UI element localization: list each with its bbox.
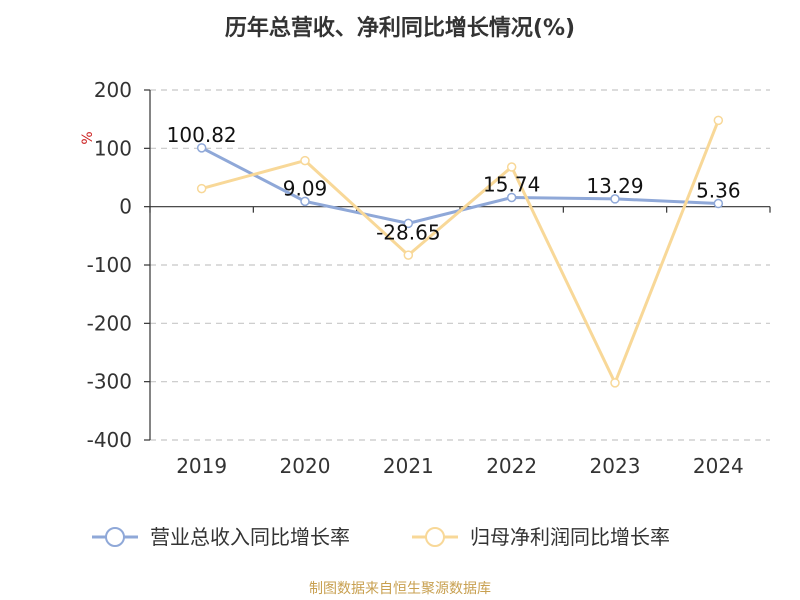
- source-note: 制图数据来自恒生聚源数据库: [309, 581, 491, 597]
- y-axis-unit: %: [80, 131, 96, 144]
- series-2-point: [300, 155, 310, 166]
- data-label: -28.65: [376, 220, 440, 244]
- x-tick-label: 2023: [590, 454, 641, 478]
- x-tick-label: 2021: [383, 454, 434, 478]
- legend-swatch-marker: [105, 527, 125, 547]
- series-1-point: [713, 198, 724, 209]
- data-label: 13.29: [586, 174, 643, 198]
- series-1-point: [196, 143, 207, 153]
- data-label: 100.82: [167, 123, 237, 147]
- x-tick-label: 2020: [280, 454, 331, 478]
- series-2-point: [403, 250, 414, 260]
- x-tick-label: 2024: [693, 454, 744, 478]
- series-1-point: [300, 196, 310, 207]
- data-label: 5.36: [696, 179, 741, 203]
- legend-label: 归母净利润同比增长率: [470, 525, 670, 549]
- data-label: 15.74: [483, 172, 540, 196]
- grid-lines: [150, 89, 770, 441]
- x-axis-ticks: 2019 2020 2021 2022 2023 2024: [176, 454, 744, 478]
- series-group: [196, 115, 724, 388]
- y-tick-label: 0: [119, 195, 132, 219]
- data-label: 9.09: [283, 176, 328, 200]
- series-2-point: [506, 162, 517, 172]
- legend-item-1[interactable]: 营业总收入同比增长率: [92, 525, 350, 549]
- data-labels: 100.82 9.09 -28.65 15.74 13.29 5.36: [167, 123, 741, 245]
- y-tick-label: -200: [87, 311, 132, 335]
- series-2-point: [610, 378, 620, 388]
- legend[interactable]: 营业总收入同比增长率 归母净利润同比增长率: [92, 525, 670, 549]
- y-tick-label: -100: [87, 253, 132, 277]
- series-1-point: [506, 192, 517, 203]
- chart-title: 历年总营收、净利同比增长情况(%): [224, 16, 576, 41]
- y-axis-ticks: 200 100 0 -100 -200 -300 -400: [87, 78, 150, 452]
- y-tick-label: -300: [87, 370, 132, 394]
- legend-label: 营业总收入同比增长率: [150, 525, 350, 549]
- y-tick-label: -400: [87, 428, 132, 452]
- legend-swatch-marker: [425, 527, 445, 547]
- y-tick-label: 200: [94, 78, 132, 102]
- x-tick-label: 2019: [176, 454, 227, 478]
- series-line-2: [201, 119, 720, 385]
- x-tick-label: 2022: [486, 454, 537, 478]
- series-2-point: [713, 115, 724, 126]
- series-1-point: [403, 218, 414, 229]
- series-2-point: [196, 183, 207, 194]
- y-tick-label: 100: [94, 136, 132, 160]
- series-1-point: [610, 194, 620, 204]
- legend-item-2[interactable]: 归母净利润同比增长率: [412, 525, 670, 549]
